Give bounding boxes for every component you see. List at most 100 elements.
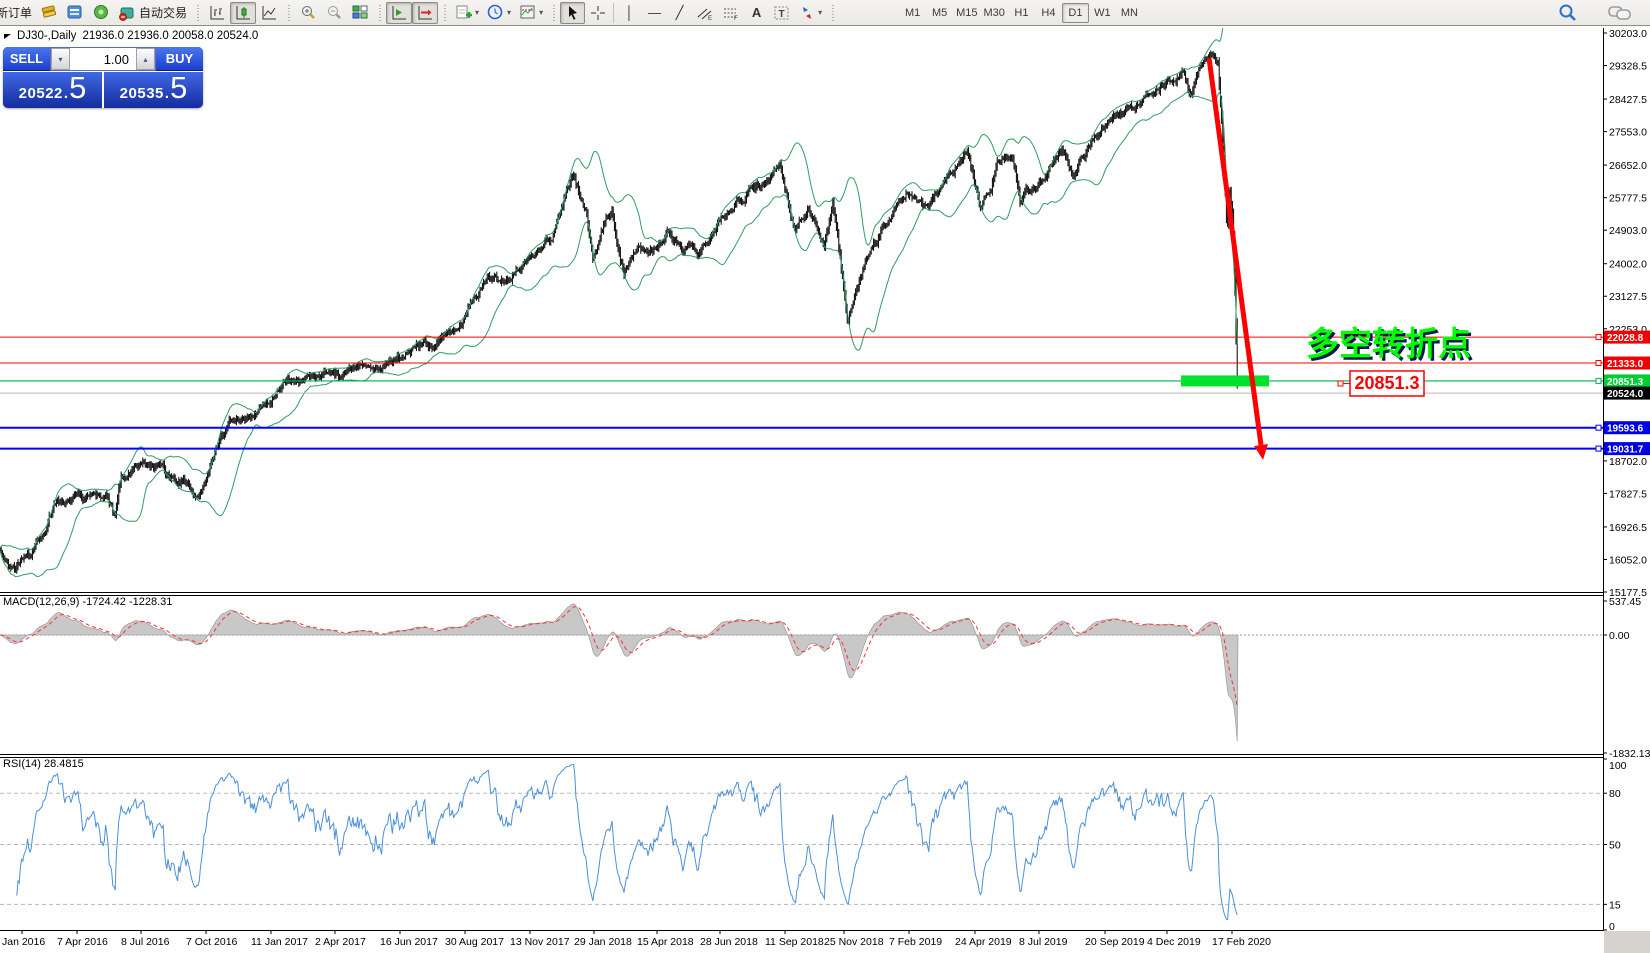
buy-price-display[interactable]: 20535. 5 xyxy=(104,72,203,108)
trendline-tool-button[interactable]: ╱ xyxy=(667,2,692,24)
date-tick-label: 30 Aug 2017 xyxy=(445,936,504,948)
line-handle[interactable] xyxy=(1595,424,1602,431)
market-watch-button[interactable] xyxy=(36,2,62,24)
timeframe-button-mn[interactable]: MN xyxy=(1120,6,1138,19)
price-tag-handle[interactable] xyxy=(1337,380,1344,387)
volume-decrease-button[interactable]: ▾ xyxy=(51,48,70,70)
autotrading-label: 自动交易 xyxy=(139,6,188,20)
indicators-button[interactable]: ▾ xyxy=(451,2,483,24)
price-tick-label: 15177.5 xyxy=(1609,587,1647,599)
chart-bottom-border xyxy=(0,930,1603,931)
date-tick-label: 8 Jul 2016 xyxy=(121,936,170,948)
sell-button[interactable]: SELL xyxy=(3,47,50,71)
market-watch-icon xyxy=(41,5,57,18)
chart-ohlc-values: 21936.0 21936.0 20058.0 20524.0 xyxy=(82,30,259,42)
chart-title: DJ30-,Daily xyxy=(17,30,77,42)
date-tick-label: 11 Sep 2018 xyxy=(765,936,824,948)
equidistant-channel-icon: E xyxy=(697,8,712,21)
chat-icon[interactable] xyxy=(1608,4,1632,22)
buy-button[interactable]: BUY xyxy=(156,47,203,71)
rsi-line xyxy=(16,763,1238,921)
line-handle[interactable] xyxy=(1595,359,1602,366)
text-label-tool-button[interactable]: T xyxy=(769,2,795,24)
zoom-in-button[interactable] xyxy=(295,2,321,24)
panel-separator[interactable] xyxy=(0,592,1603,593)
price-line-label xyxy=(1604,374,1650,388)
toolbar-right-icons xyxy=(1558,3,1632,22)
macd-axis-label: 0.00 xyxy=(1609,630,1630,642)
navigator-button[interactable] xyxy=(88,2,114,24)
toolbar-grip xyxy=(285,3,293,22)
price-line-label xyxy=(1604,330,1650,344)
date-tick-label: Jan 2016 xyxy=(2,936,45,948)
price-line-label xyxy=(1604,442,1650,456)
chart-shift-button[interactable] xyxy=(412,1,439,24)
turning-point-text[interactable]: 多空转折点 xyxy=(1306,325,1471,362)
timeframe-button-m15[interactable]: M15 xyxy=(956,6,978,19)
cursor-button[interactable] xyxy=(560,1,586,24)
panel-separator[interactable] xyxy=(0,757,1603,758)
line-handle[interactable] xyxy=(1595,377,1602,384)
timeframe-button-m1[interactable]: M1 xyxy=(904,6,921,19)
timeframe-button-m30[interactable]: M30 xyxy=(983,6,1005,19)
timeframe-button-d1[interactable]: D1 xyxy=(1061,2,1089,23)
price-tag-box[interactable] xyxy=(1349,370,1425,397)
highlight-bar-annotation[interactable] xyxy=(1181,375,1269,387)
data-window-button[interactable] xyxy=(62,2,88,24)
crosshair-button[interactable] xyxy=(585,2,610,24)
date-tick-label: 24 Apr 2019 xyxy=(955,936,1012,948)
auto-scroll-icon xyxy=(392,5,407,19)
date-tick-label: 8 Jul 2019 xyxy=(1019,936,1068,948)
search-icon[interactable] xyxy=(1558,3,1578,22)
toolbar-grip xyxy=(829,3,837,22)
trend-arrow-annotation[interactable] xyxy=(1206,57,1264,446)
line-chart-button[interactable] xyxy=(256,2,282,24)
autotrading-button[interactable]: 自动交易 xyxy=(114,2,191,24)
periods-button[interactable]: ▾ xyxy=(483,2,515,24)
sell-price-dot: . xyxy=(63,85,69,102)
buy-price-main: 20535 xyxy=(119,85,164,102)
price-tick-label: 27553.0 xyxy=(1609,127,1647,139)
timeframe-button-h4[interactable]: H4 xyxy=(1041,6,1056,19)
bar-chart-button[interactable] xyxy=(204,2,230,24)
volume-increase-button[interactable]: ▴ xyxy=(136,48,155,70)
timeframe-button-w1[interactable]: W1 xyxy=(1094,6,1111,19)
timeframe-button-m5[interactable]: M5 xyxy=(931,6,948,19)
tile-windows-button[interactable] xyxy=(347,2,373,24)
line-handle[interactable] xyxy=(1595,445,1602,452)
auto-scroll-button[interactable] xyxy=(386,1,413,24)
dropdown-caret-icon: ▾ xyxy=(475,7,480,17)
sell-price-display[interactable]: 20522. 5 xyxy=(3,72,102,108)
vertical-line-tool-button[interactable]: │ xyxy=(617,2,642,24)
candlestick-chart-button[interactable] xyxy=(230,1,257,24)
zoom-out-button[interactable] xyxy=(321,2,347,24)
periods-clock-icon xyxy=(487,4,503,20)
price-tick-label: 24903.0 xyxy=(1609,225,1647,237)
svg-text:F: F xyxy=(734,16,738,21)
timeframe-button-h1[interactable]: H1 xyxy=(1014,6,1029,19)
chart-symbol-marker-icon xyxy=(4,33,11,39)
buy-price-big-digit: 5 xyxy=(170,70,188,105)
price-line-label-text: 19593.6 xyxy=(1607,424,1644,435)
horizontal-line-tool-button[interactable]: — xyxy=(642,2,667,24)
text-tool-button[interactable]: A xyxy=(744,2,769,24)
volume-input[interactable]: 1.00 xyxy=(70,48,136,70)
new-order-button[interactable]: 新订单 xyxy=(0,2,36,24)
line-handle[interactable] xyxy=(1595,334,1602,341)
arrows-tool-button[interactable]: ▾ xyxy=(795,2,826,24)
dropdown-caret-icon: ▾ xyxy=(539,7,544,17)
channel-tool-button[interactable]: E xyxy=(692,2,718,24)
indicators-icon xyxy=(456,5,473,19)
templates-button[interactable]: ▾ xyxy=(515,2,547,24)
toolbar-grip xyxy=(376,3,384,22)
price-tick-label: 24002.0 xyxy=(1609,259,1647,271)
price-line-label xyxy=(1604,421,1650,435)
panel-separator[interactable] xyxy=(0,754,1603,755)
vertical-line-icon: │ xyxy=(625,5,634,20)
panel-separator[interactable] xyxy=(0,595,1603,596)
new-order-label: 新订单 xyxy=(0,6,33,20)
chart-header: DJ30-,Daily 21936.0 21936.0 20058.0 2052… xyxy=(4,30,258,42)
fibonacci-icon: F xyxy=(724,8,738,21)
fibonacci-tool-button[interactable]: F xyxy=(718,2,744,24)
